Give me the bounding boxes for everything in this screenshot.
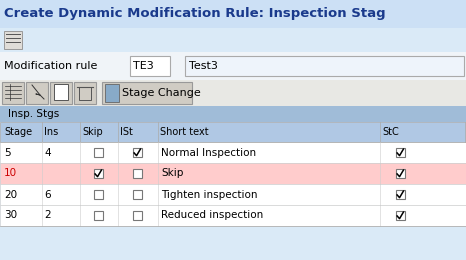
Bar [0, 106, 466, 122]
Text: Short text: Short text [160, 127, 209, 137]
Bar [0, 0, 466, 28]
Bar [94, 190, 103, 199]
Text: Stage: Stage [4, 127, 32, 137]
Bar [102, 82, 192, 104]
Bar [0, 52, 466, 80]
Text: Skip: Skip [161, 168, 184, 179]
Bar [0, 205, 466, 226]
Bar [74, 82, 96, 104]
Text: Stage Change: Stage Change [122, 88, 201, 98]
Bar [2, 82, 24, 104]
Text: 20: 20 [4, 190, 17, 199]
Text: Test3: Test3 [189, 61, 218, 71]
Text: ISt: ISt [120, 127, 133, 137]
Text: StC: StC [382, 127, 399, 137]
Bar [0, 122, 466, 142]
Text: TE3: TE3 [133, 61, 154, 71]
Bar [0, 163, 466, 184]
Bar [79, 87, 91, 100]
Bar [396, 169, 404, 178]
Bar [132, 211, 142, 220]
Bar [185, 56, 464, 76]
Text: Tighten inspection: Tighten inspection [161, 190, 258, 199]
Bar [26, 82, 48, 104]
Text: Reduced inspection: Reduced inspection [161, 211, 263, 220]
Text: 10: 10 [4, 168, 17, 179]
Text: 6: 6 [44, 190, 51, 199]
Bar [396, 211, 404, 220]
Bar [130, 56, 170, 76]
Bar [0, 142, 466, 163]
Bar [105, 84, 119, 102]
Text: 30: 30 [4, 211, 17, 220]
Bar [132, 190, 142, 199]
Bar [0, 80, 466, 106]
Bar [4, 31, 22, 49]
Bar [132, 169, 142, 178]
Bar [54, 84, 68, 100]
Bar [94, 148, 103, 157]
Bar [396, 190, 404, 199]
Text: Modification rule: Modification rule [4, 61, 97, 71]
Text: Create Dynamic Modification Rule: Inspection Stag: Create Dynamic Modification Rule: Inspec… [4, 8, 386, 21]
Bar [132, 148, 142, 157]
Bar [396, 148, 404, 157]
Bar [94, 169, 103, 178]
Text: 4: 4 [44, 147, 51, 158]
Text: Insp. Stgs: Insp. Stgs [8, 109, 59, 119]
Bar [0, 184, 466, 205]
Text: Normal Inspection: Normal Inspection [161, 147, 256, 158]
Bar [0, 28, 466, 52]
Text: Skip: Skip [82, 127, 103, 137]
Bar [94, 211, 103, 220]
Text: Ins: Ins [44, 127, 58, 137]
Bar [50, 82, 72, 104]
Text: 5: 5 [4, 147, 11, 158]
Text: 2: 2 [44, 211, 51, 220]
